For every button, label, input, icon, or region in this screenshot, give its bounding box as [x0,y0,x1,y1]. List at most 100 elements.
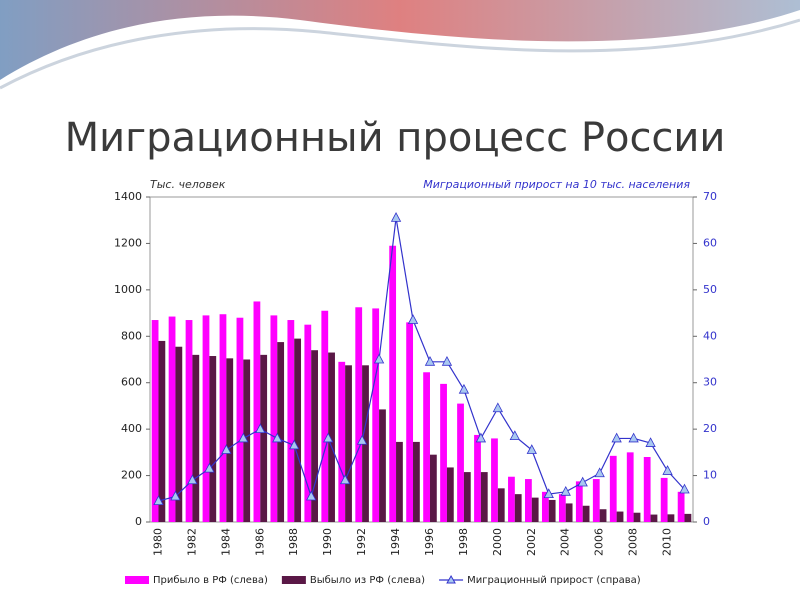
legend-label: Выбыло из РФ (слева) [310,575,425,586]
bar [151,320,159,522]
line-marker [645,437,656,447]
bar [446,467,454,522]
bar [541,491,549,522]
bar [491,438,498,522]
x-tick-label: 2008 [627,528,640,556]
line-marker [628,432,639,443]
bar [406,322,414,522]
bar [440,383,447,522]
legend-swatch [125,576,149,584]
y2-tick-label: 50 [703,283,717,296]
line-marker [306,490,317,501]
bar [253,301,261,522]
bar [514,494,522,522]
bar [338,361,346,522]
bar [379,409,386,522]
bar [328,352,335,522]
y2-tick-label: 0 [703,515,710,528]
y2-tick-label: 10 [703,469,717,482]
x-tick-label: 1982 [185,528,198,556]
bar [575,481,583,522]
slide-title: Миграционный процесс России [65,115,726,161]
bar [660,477,668,522]
bar [609,455,617,522]
bar [158,340,166,522]
bar [260,354,268,522]
bar [423,372,430,522]
bar [202,315,210,522]
legend-swatch [281,576,306,584]
legend-swatch [446,574,456,584]
y-tick-label: 0 [135,515,142,528]
bar [372,308,380,522]
bar [236,317,244,522]
y-tick-label: 1200 [114,236,142,249]
bar [345,365,352,522]
line-marker [339,474,351,485]
bar [592,479,600,522]
line-marker [187,474,198,485]
line-marker [204,462,215,473]
x-tick-label: 1986 [253,528,266,556]
x-tick-label: 1990 [321,528,334,556]
bar [599,509,607,522]
bar [185,320,193,522]
line-marker [356,434,368,445]
bar [525,479,532,522]
y-tick-label: 800 [121,329,142,342]
x-tick-label: 1980 [151,528,164,556]
line-marker [238,432,249,443]
bar [616,511,624,522]
line-marker [170,490,181,501]
bar [531,497,539,522]
y2-axis-label: Миграционный прирост на 10 тыс. населени… [423,178,690,191]
y-tick-label: 1400 [114,190,142,203]
x-tick-label: 2004 [559,528,572,556]
y2-tick-label: 60 [703,236,717,249]
line-marker [560,485,571,496]
line-marker [458,383,470,394]
bar [480,472,488,522]
x-tick-label: 2006 [593,528,606,556]
y2-tick-label: 30 [703,376,717,389]
line-marker [255,423,266,434]
bar [304,324,312,522]
bar [226,358,234,522]
x-tick-label: 1984 [219,528,232,556]
x-tick-label: 1992 [355,528,368,556]
legend-label: Миграционный прирост (справа) [467,575,641,586]
line-marker [543,488,554,499]
x-tick-label: 2002 [525,528,538,556]
bar [548,499,556,522]
bar [650,514,658,522]
line-marker [221,444,232,454]
y2-tick-label: 70 [703,190,717,203]
x-tick-label: 1998 [457,528,470,556]
line-marker [594,467,605,478]
line-marker [662,465,673,475]
bar [311,350,318,522]
line-marker [679,483,690,494]
line-marker [407,314,419,324]
line-marker [373,353,385,364]
bar [474,434,481,522]
y-tick-label: 400 [121,422,142,435]
bar [633,512,641,522]
bar [413,441,420,522]
x-tick-label: 2010 [661,528,674,556]
line-marker [441,355,453,366]
bar [677,491,685,522]
bar [175,346,183,522]
line-marker [390,212,402,222]
line-marker [289,439,300,450]
bar [209,356,217,522]
bar [582,505,590,522]
y-tick-label: 200 [121,469,142,482]
x-tick-label: 1988 [287,528,300,556]
bar [684,513,692,522]
bar [389,245,397,522]
line-marker [577,476,588,487]
bar [626,452,634,522]
bar [277,342,285,522]
bar [396,441,403,522]
